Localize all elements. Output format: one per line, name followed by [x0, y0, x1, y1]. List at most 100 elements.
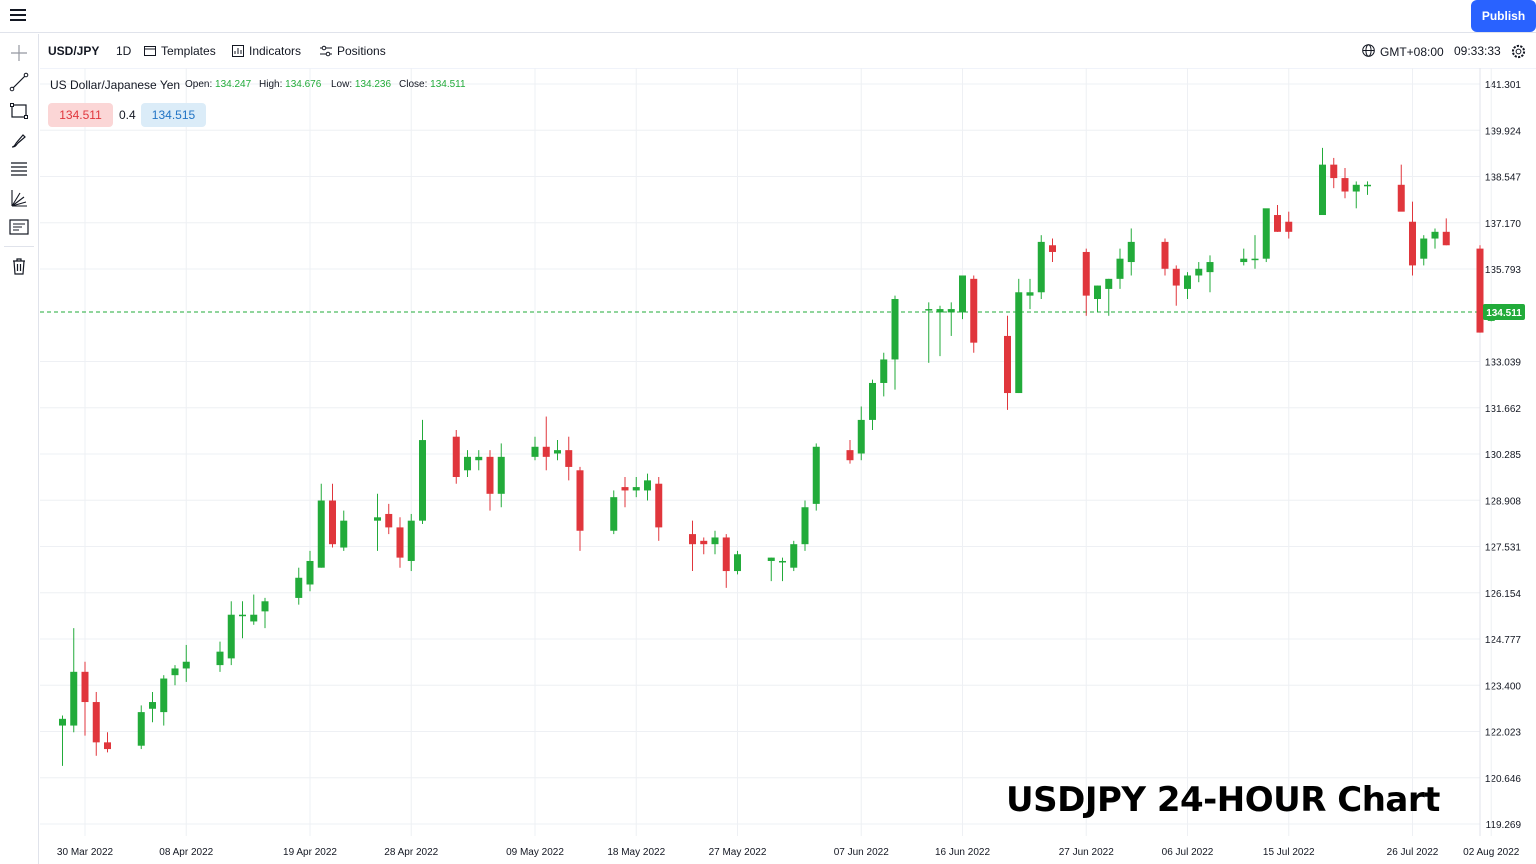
drawing-toolbar [0, 34, 39, 864]
candle [610, 490, 618, 535]
candle-body [576, 470, 584, 531]
candle-body [722, 537, 730, 572]
time-axis-label: 06 Jul 2022 [1162, 847, 1214, 858]
candle-body [1352, 184, 1360, 192]
crosshair-icon[interactable] [8, 42, 30, 64]
time-axis-label: 28 Apr 2022 [384, 847, 438, 858]
candle-body [475, 456, 483, 461]
spread-value: 0.4 [119, 108, 136, 122]
candle [542, 416, 550, 471]
sell-bid-button[interactable]: 134.511 [48, 103, 113, 127]
candle [1442, 218, 1450, 246]
price-axis-label: 133.039 [1485, 358, 1522, 369]
candle-body [59, 718, 66, 726]
templates-button[interactable]: Templates [144, 44, 216, 58]
candle-body [1409, 221, 1416, 266]
candle [1341, 168, 1349, 199]
indicators-button[interactable]: Indicators [232, 44, 301, 58]
candle-body [92, 702, 100, 743]
candle [846, 440, 854, 464]
brush-icon[interactable] [8, 129, 30, 151]
legend-low: Low: 134.236 [331, 79, 391, 90]
top-bar: Publish [0, 0, 1536, 33]
toolbar-divider [4, 246, 34, 247]
candle [801, 500, 809, 551]
candle [1161, 238, 1169, 276]
candle [1184, 272, 1191, 299]
candle [891, 295, 899, 390]
candle-body [1420, 238, 1428, 259]
candle-body [857, 419, 865, 454]
candle-body [925, 309, 933, 311]
candle-body [295, 577, 303, 598]
globe-icon [1362, 44, 1375, 60]
candle-body [1274, 215, 1281, 232]
candle [92, 691, 100, 756]
price-axis-label: 139.924 [1485, 126, 1522, 137]
candle-body [171, 668, 179, 676]
price-axis-label: 138.547 [1485, 173, 1522, 184]
candle [1049, 238, 1056, 263]
timezone-selector[interactable]: GMT+08:00 [1362, 44, 1444, 60]
candle-body [891, 298, 899, 360]
candle-body [734, 554, 741, 572]
price-axis-label: 123.400 [1485, 681, 1522, 692]
price-axis-label: 124.777 [1485, 635, 1522, 646]
trash-icon[interactable] [8, 255, 30, 277]
hamburger-menu-icon[interactable] [8, 6, 30, 26]
candle-body [396, 527, 404, 558]
symbol-selector[interactable]: USD/JPY [48, 44, 100, 58]
candle [486, 450, 494, 511]
candle-body [1206, 262, 1214, 273]
candle [632, 477, 640, 498]
positions-label: Positions [337, 44, 386, 58]
candle [1105, 278, 1113, 316]
fib-retracement-icon[interactable] [8, 158, 30, 180]
candles [59, 147, 1495, 766]
candle [1364, 181, 1371, 195]
interval-selector[interactable]: 1D [116, 44, 132, 58]
candle [216, 641, 224, 672]
pitchfork-icon[interactable] [8, 187, 30, 209]
candle [947, 302, 955, 336]
candle-body [1397, 184, 1405, 212]
candle-body [1094, 285, 1101, 299]
last-price-tag-label: 134.511 [1486, 308, 1522, 319]
candle [1262, 208, 1270, 263]
rectangle-icon[interactable] [8, 100, 30, 122]
price-axis-label: 126.154 [1485, 589, 1522, 600]
candle [1004, 315, 1011, 410]
positions-button[interactable]: Positions [320, 44, 386, 58]
legend-high: High: 134.676 [259, 79, 321, 90]
gear-icon[interactable] [1511, 44, 1526, 59]
clock: 09:33:33 [1454, 44, 1501, 58]
candle-body [767, 557, 775, 561]
candle [767, 557, 775, 582]
candle-body [81, 671, 89, 703]
candle-body [407, 520, 415, 561]
text-note-icon[interactable] [8, 216, 30, 238]
candle-body [1172, 268, 1180, 286]
candle-body [216, 651, 224, 666]
candle [531, 436, 539, 461]
candle-body [329, 500, 336, 545]
candle [385, 503, 393, 535]
candle [734, 550, 741, 575]
candle [700, 537, 708, 555]
candle [880, 352, 888, 397]
time-axis-label: 30 Mar 2022 [57, 847, 114, 858]
buy-ask-button[interactable]: 134.515 [141, 103, 206, 127]
candle [452, 429, 460, 484]
publish-button[interactable]: Publish [1471, 0, 1536, 32]
candle [1352, 181, 1360, 209]
trend-line-icon[interactable] [8, 71, 30, 93]
candle-body [1184, 275, 1191, 289]
candle-body [486, 456, 494, 494]
positions-icon [320, 45, 332, 57]
time-axis-label: 15 Jul 2022 [1263, 847, 1315, 858]
indicators-label: Indicators [249, 44, 302, 58]
close-label: Close: [399, 79, 428, 90]
candle [497, 443, 505, 508]
time-axis-label: 08 Apr 2022 [159, 847, 213, 858]
